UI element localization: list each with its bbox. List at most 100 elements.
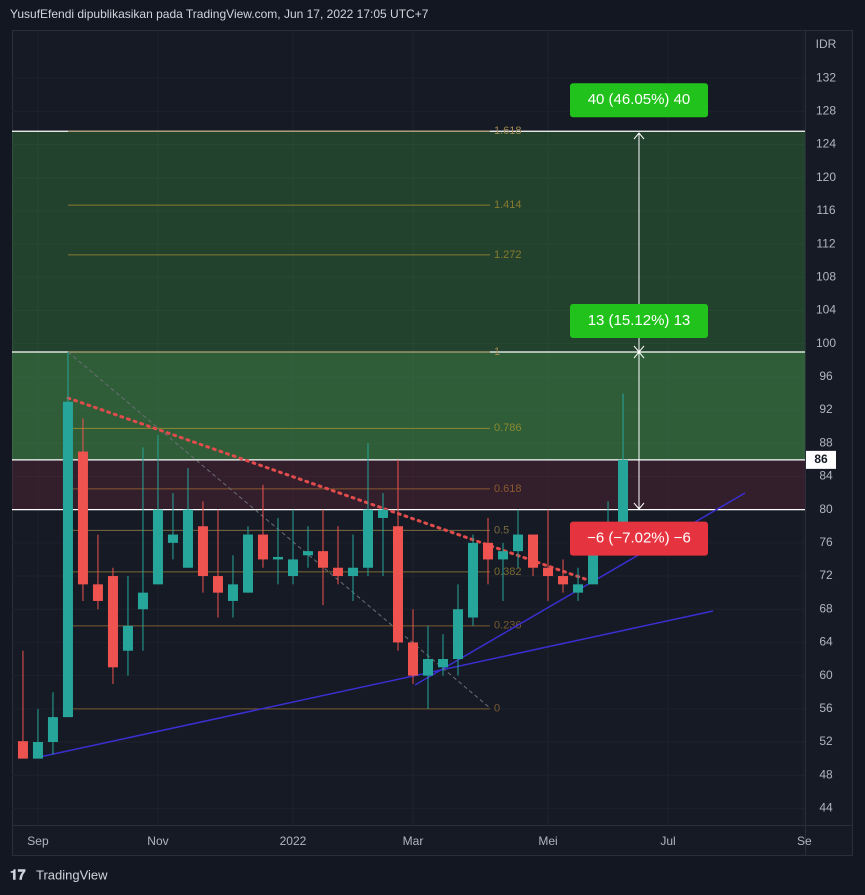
y-unit: IDR	[816, 37, 837, 51]
y-tick-label: 112	[816, 236, 835, 250]
x-tick-label: Jul	[660, 834, 675, 848]
candle-body	[62, 401, 73, 718]
y-tick-label: 84	[819, 469, 833, 483]
candle-body	[167, 534, 178, 543]
footer: 𝟏𝟕 TradingView	[10, 867, 108, 883]
y-tick-label: 124	[816, 137, 836, 151]
candle-body	[558, 576, 569, 585]
candle-body	[528, 534, 539, 568]
fib-trend	[67, 351, 491, 709]
candle-body	[483, 542, 494, 560]
fib-label: 1.618	[494, 125, 522, 137]
axes: 44 48 52 56 60 64 68 72 76 80 84 88 92 96 100 104 108 112…	[27, 70, 836, 848]
candle-body	[392, 526, 403, 643]
candles	[17, 351, 629, 759]
arrow-heads	[633, 132, 645, 510]
y-tick-label: 128	[816, 103, 836, 117]
y-tick-label: 104	[816, 303, 836, 317]
y-tick-label: 76	[819, 535, 833, 549]
y-tick-label: 64	[819, 635, 833, 649]
x-tick-label: Mei	[538, 834, 557, 848]
position-label: 40 (46.05%) 40	[588, 91, 691, 108]
y-tick-label: 120	[816, 170, 836, 184]
fib-label: 0	[494, 703, 500, 715]
candle-body	[47, 717, 58, 743]
candle-body	[408, 642, 419, 676]
fib-label: 1.414	[494, 199, 522, 211]
y-tick-label: 108	[816, 269, 836, 283]
y-tick-label: 68	[819, 601, 833, 615]
y-tick-label: 52	[819, 734, 833, 748]
candle-body	[182, 509, 193, 568]
x-tick-label: Mar	[403, 834, 424, 848]
last-price-box	[806, 450, 836, 469]
x-tick-label: 2022	[280, 834, 307, 848]
candle-body	[197, 526, 208, 577]
position-label-box	[570, 521, 708, 556]
candle-body	[438, 659, 449, 668]
trendline	[34, 610, 714, 759]
candle-body	[137, 592, 148, 610]
candle-body	[107, 576, 118, 668]
candle-body	[377, 509, 388, 518]
y-tick-label: 132	[816, 70, 836, 84]
candle-body	[498, 551, 509, 560]
fibonacci: 1.618 1.414 1.272 1 0.786 0.618 0.5 0.382 0.236 0	[68, 125, 522, 715]
y-tick-label: 88	[819, 435, 833, 449]
candle-body	[242, 534, 253, 593]
fib-label: 0.786	[494, 422, 522, 434]
candle-body	[17, 741, 28, 759]
position-zone	[12, 459, 805, 510]
position-label: −6 (−7.02%) −6	[587, 530, 691, 547]
position-label: 13 (15.12%) 13	[588, 312, 691, 329]
y-tick-label: 60	[819, 668, 833, 682]
position-labels: 40 (46.05%) 40 13 (15.12%) 13 −6 (−7.02%) …	[570, 83, 708, 556]
candle-body	[543, 567, 554, 577]
position-zone	[12, 351, 805, 460]
fib-label: 1.272	[494, 249, 522, 261]
y-tick-label: 72	[819, 568, 833, 582]
y-tick-label: 44	[819, 801, 833, 815]
candle-body	[468, 542, 479, 618]
y-tick-label: 48	[819, 767, 833, 781]
y-tick-label: 92	[819, 402, 833, 416]
candle-body	[92, 584, 103, 601]
candle-body	[122, 625, 133, 651]
candle-body	[513, 534, 524, 552]
candle-body	[573, 584, 584, 593]
brand: TradingView	[36, 867, 108, 882]
x-tick-label: Sep	[27, 834, 49, 848]
position-label-box	[570, 303, 708, 338]
candle-body	[227, 584, 238, 601]
last-price-label: 86	[814, 452, 828, 466]
logo-mark: 𝟏𝟕	[10, 867, 26, 883]
candle-body	[257, 534, 268, 560]
candle-body	[152, 509, 163, 585]
candle-body	[423, 659, 434, 676]
y-tick-label: 96	[819, 369, 833, 383]
candle-body	[212, 576, 223, 593]
x-tick-label: Se	[797, 834, 812, 848]
y-tick-label: 80	[819, 502, 833, 516]
candle-body	[32, 742, 43, 759]
candle-body	[302, 551, 313, 556]
fib-label: 0.5	[494, 524, 509, 536]
y-tick-label: 116	[816, 203, 835, 217]
candle-body	[287, 559, 298, 577]
fib-label: 0.236	[494, 620, 522, 632]
position-label-box	[570, 83, 708, 118]
fib-label: 0.382	[494, 566, 522, 578]
candle-body	[362, 509, 373, 568]
candle-body	[618, 459, 629, 527]
y-tick-label: 56	[819, 701, 833, 715]
trendline-dotted	[66, 396, 590, 582]
candle-body	[77, 451, 88, 585]
candle-body	[332, 567, 343, 577]
candle-body	[588, 534, 599, 585]
fib-label: 0.618	[494, 483, 522, 495]
candle-body	[272, 556, 283, 560]
header-text: YusufEfendi dipublikasikan pada TradingV…	[10, 7, 429, 21]
y-tick-label: 100	[816, 336, 836, 350]
candle-body	[347, 567, 358, 577]
